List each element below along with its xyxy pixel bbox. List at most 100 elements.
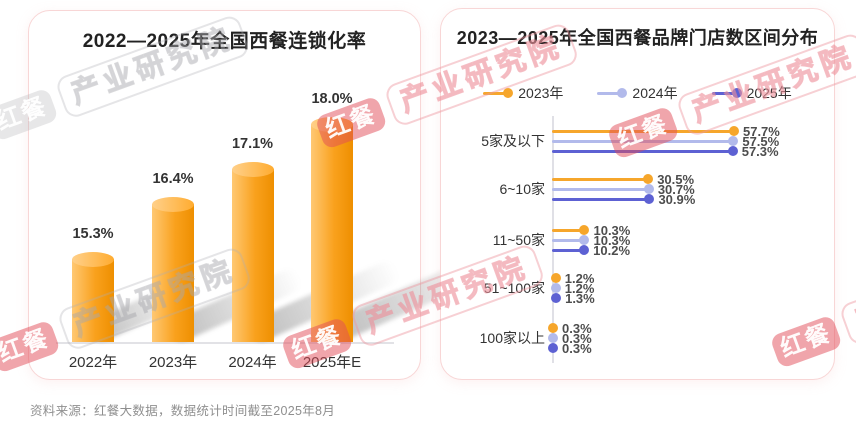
lollipop-row-2025年: 30.9% <box>552 191 836 207</box>
bar-value-label: 16.4% <box>152 171 194 187</box>
category-label: 51~100家 <box>483 280 545 296</box>
legend-swatch <box>483 88 514 98</box>
lollipop-row-2023年: 1.2% <box>550 270 836 286</box>
lollipop-dot <box>548 333 558 343</box>
lollipop-rows: 0.3% 0.3% 0.3% <box>548 320 836 356</box>
category-label: 6~10家 <box>499 181 545 197</box>
category-group-51~100家: 51~100家 1.2% 1.2% 1.3% <box>441 270 836 306</box>
lollipop-value-label: 30.9% <box>658 191 696 207</box>
bar-2023年 <box>152 197 194 342</box>
legend-label: 2023年 <box>518 85 564 101</box>
legend-dot <box>503 88 514 98</box>
lollipop-row-2023年: 0.3% <box>548 320 836 336</box>
lollipop-dot <box>551 293 562 303</box>
category-group-11~50家: 11~50家 10.3% 10.3% 10.2% <box>441 222 836 258</box>
chart-title-store-distribution: 2023—2025年全国西餐品牌门店数区间分布 <box>456 28 819 48</box>
legend: 2023年 2024年 2025年 <box>441 83 834 103</box>
lollipop-row-2025年: 1.3% <box>551 290 836 306</box>
category-group-5家及以下: 5家及以下 57.7% 57.5% 57.3% <box>441 123 836 159</box>
bar-body <box>152 204 194 342</box>
lollipop-row-2024年: 10.3% <box>552 232 836 248</box>
lollipop-line <box>552 139 734 143</box>
bar-value-label: 18.0% <box>311 91 353 107</box>
lollipop-dot <box>644 194 655 204</box>
store-distribution-chart-card: 2023—2025年全国西餐品牌门店数区间分布 2023年 2024年 2025年 … <box>440 8 835 380</box>
chart-title-chain-rate: 2022—2025年全国西餐连锁化率 <box>82 31 367 52</box>
lollipop-row-2023年: 57.7% <box>552 123 836 139</box>
lollipop-value-label: 10.3% <box>593 222 631 238</box>
lollipop-value-label: 1.2% <box>564 280 595 296</box>
lollipop-line <box>552 187 649 191</box>
lollipop-rows: 57.7% 57.5% 57.3% <box>552 123 836 159</box>
lollipop-rows: 30.5% 30.7% 30.9% <box>552 171 836 207</box>
lollipop-value-label: 30.5% <box>657 171 695 187</box>
chain-rate-chart-card: 2022—2025年全国西餐连锁化率 15.3% 2022年 16.4% 2023年 1… <box>28 10 503 380</box>
lollipop-row-2023年: 10.3% <box>552 222 836 238</box>
lollipop-dot <box>728 126 739 136</box>
x-axis-label: 2022年 <box>68 354 118 371</box>
lollipop-row-2025年: 0.3% <box>548 340 836 356</box>
lollipop-value-label: 1.3% <box>565 290 595 306</box>
lollipop-value-label: 57.7% <box>742 123 780 139</box>
category-label: 100家以上 <box>479 330 545 346</box>
lollipop-dot <box>550 283 561 293</box>
lollipop-dot <box>579 245 590 255</box>
bar-2022年 <box>72 252 114 342</box>
lollipop-row-2024年: 57.5% <box>552 133 836 149</box>
lollipop-rows: 10.3% 10.3% 10.2% <box>552 222 836 258</box>
lollipop-line <box>552 238 585 242</box>
lollipop-plot-area: 5家及以下 57.7% 57.5% 57.3% 6~10家 30.5% 30.7% 30.9%… <box>441 9 834 379</box>
lollipop-dot <box>548 323 558 333</box>
bar-chart-plot-area: 15.3% 2022年 16.4% 2023年 17.1% 2024年 18.0% 2025年… <box>29 11 503 379</box>
lollipop-line <box>552 197 650 201</box>
lollipop-line <box>552 177 649 181</box>
lollipop-line <box>552 228 585 232</box>
legend-item-2025年: 2025年 <box>711 83 792 103</box>
lollipop-value-label: 0.3% <box>562 340 592 356</box>
lollipop-row-2024年: 1.2% <box>550 280 836 296</box>
x-axis-label: 2024年 <box>228 354 277 371</box>
legend-dot <box>731 88 742 98</box>
bar-top-ellipse <box>72 252 114 267</box>
lollipop-dot <box>550 273 561 283</box>
legend-item-2024年: 2024年 <box>597 83 678 103</box>
lollipop-dot <box>727 146 738 156</box>
lollipop-dot <box>548 343 558 353</box>
lollipop-value-label: 57.5% <box>742 133 780 149</box>
lollipop-line <box>552 129 734 133</box>
x-axis-label: 2023年 <box>148 354 198 371</box>
legend-swatch <box>597 88 628 98</box>
category-label: 11~50家 <box>492 232 545 248</box>
lollipop-value-label: 1.2% <box>564 270 595 286</box>
lollipop-dot <box>728 136 739 146</box>
bar-top-ellipse <box>311 117 353 132</box>
lollipop-row-2024年: 30.7% <box>552 181 836 197</box>
lollipop-row-2024年: 0.3% <box>548 330 836 346</box>
legend-dot <box>617 88 628 98</box>
lollipop-dot <box>643 184 654 194</box>
bar-2025年E <box>311 117 353 342</box>
bar-top-ellipse <box>231 162 274 177</box>
lollipop-value-label: 0.3% <box>562 320 592 336</box>
lollipop-dot <box>643 174 654 184</box>
lollipop-dot <box>579 225 590 235</box>
lollipop-value-label: 0.3% <box>562 330 592 346</box>
bar-body <box>231 169 274 342</box>
lollipop-row-2023年: 30.5% <box>552 171 836 187</box>
bar-value-label: 17.1% <box>231 136 274 152</box>
lollipop-line <box>552 248 585 252</box>
lollipop-row-2025年: 10.2% <box>552 243 836 258</box>
bar-2024年 <box>231 162 274 342</box>
bar-body <box>311 124 353 342</box>
bar-body <box>72 259 114 342</box>
legend-item-2023年: 2023年 <box>483 83 563 103</box>
lollipop-value-label: 10.3% <box>593 232 631 248</box>
lollipop-line <box>552 149 733 153</box>
category-group-6~10家: 6~10家 30.5% 30.7% 30.9% <box>441 171 836 207</box>
x-axis-label: 2025年E <box>302 354 362 371</box>
category-label: 5家及以下 <box>481 133 545 149</box>
bar-top-ellipse <box>152 197 194 212</box>
x-axis-line <box>56 342 394 344</box>
lollipop-value-label: 30.7% <box>657 181 695 197</box>
lollipop-value-label: 57.3% <box>741 143 779 159</box>
